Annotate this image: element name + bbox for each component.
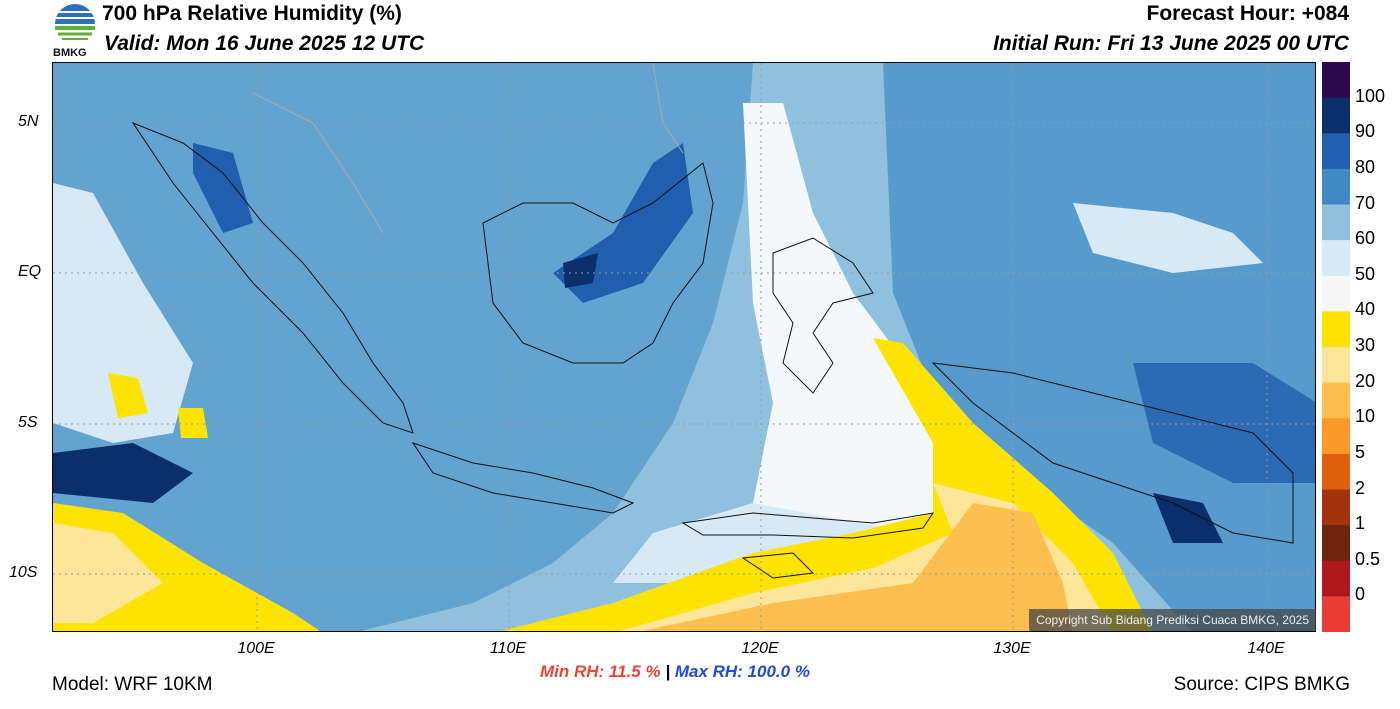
chart-title: 700 hPa Relative Humidity (%) xyxy=(102,2,402,25)
colorbar-label: 0.5 xyxy=(1355,548,1381,569)
colorbar-swatch xyxy=(1322,560,1350,597)
lon-label-120e: 120E xyxy=(741,640,779,657)
copyright-notice: Copyright Sub Bidang Prediksi Cuaca BMKG… xyxy=(1029,609,1316,631)
colorbar-swatch xyxy=(1322,347,1350,384)
colorbar-label: 90 xyxy=(1355,121,1376,142)
model-label: Model: WRF 10KM xyxy=(52,674,213,695)
forecast-hour: Forecast Hour: +084 xyxy=(1146,2,1350,25)
colorbar-label: 80 xyxy=(1355,156,1376,177)
valid-time: Valid: Mon 16 June 2025 12 UTC xyxy=(104,32,425,55)
colorbar-swatch xyxy=(1322,168,1350,205)
colorbar-swatch xyxy=(1322,275,1350,312)
colorbar-swatch xyxy=(1322,204,1350,241)
colorbar-swatch xyxy=(1322,62,1350,99)
humidity-map xyxy=(52,62,1316,632)
colorbar-swatch xyxy=(1322,133,1350,170)
lon-label-130e: 130E xyxy=(993,640,1031,657)
initial-run: Initial Run: Fri 13 June 2025 00 UTC xyxy=(993,32,1349,55)
colorbar-swatch xyxy=(1322,97,1350,134)
lon-label-110e: 110E xyxy=(489,640,527,657)
lon-label-140e: 140E xyxy=(1247,640,1285,657)
min-max-rh: Min RH: 11.5 % | Max RH: 100.0 % xyxy=(540,662,810,682)
bmkg-logo xyxy=(52,0,98,60)
colorbar xyxy=(1322,62,1350,633)
min-max-separator: | xyxy=(665,662,671,681)
lat-label-10s: 10S xyxy=(9,564,38,581)
colorbar-swatch xyxy=(1322,382,1350,419)
logo-text: BMKG xyxy=(53,47,87,59)
lat-label-5s: 5S xyxy=(18,414,38,431)
colorbar-swatch xyxy=(1322,525,1350,562)
colorbar-swatch xyxy=(1322,418,1350,455)
colorbar-label: 10 xyxy=(1355,406,1376,427)
colorbar-swatch xyxy=(1322,596,1350,633)
colorbar-label: 2 xyxy=(1355,477,1366,498)
colorbar-swatch xyxy=(1322,489,1350,526)
colorbar-swatch xyxy=(1322,311,1350,348)
source-label: Source: CIPS BMKG xyxy=(1173,674,1350,695)
colorbar-label: 0 xyxy=(1355,584,1366,605)
colorbar-label: 60 xyxy=(1355,228,1376,249)
lat-label-eq: EQ xyxy=(18,263,42,280)
colorbar-label: 20 xyxy=(1355,370,1376,391)
colorbar-label: 40 xyxy=(1355,299,1376,320)
colorbar-label: 70 xyxy=(1355,192,1376,213)
lat-label-5n: 5N xyxy=(18,113,39,130)
max-rh: Max RH: 100.0 % xyxy=(674,662,810,681)
colorbar-swatch xyxy=(1322,453,1350,490)
min-rh: Min RH: 11.5 % xyxy=(540,662,661,681)
colorbar-label: 100 xyxy=(1355,85,1386,106)
colorbar-swatch xyxy=(1322,240,1350,277)
colorbar-label: 1 xyxy=(1355,513,1366,534)
colorbar-label: 5 xyxy=(1355,441,1366,462)
colorbar-label: 30 xyxy=(1355,335,1376,355)
colorbar-label: 50 xyxy=(1355,263,1376,284)
lon-label-100e: 100E xyxy=(237,640,275,657)
